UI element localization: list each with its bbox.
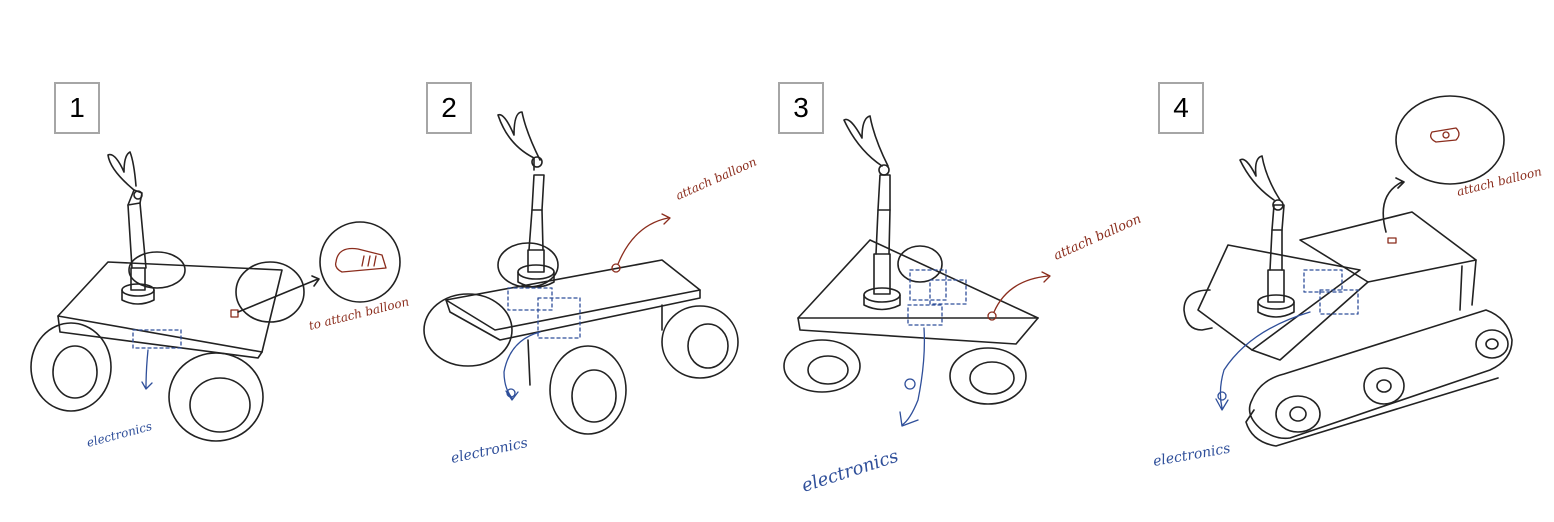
panel-number: 1 <box>54 82 100 134</box>
panel-3: 3 electronics attach balloon <box>770 0 1144 522</box>
rover-sketch-1: electronics to attach balloon <box>30 151 410 450</box>
label-electronics: electronics <box>1152 441 1232 470</box>
label-balloon: attach balloon <box>1455 164 1543 199</box>
label-electronics: electronics <box>799 446 901 497</box>
panel-2: 2 electronics attach balloon <box>400 0 770 522</box>
panel-number: 3 <box>778 82 824 134</box>
label-electronics: electronics <box>450 435 530 467</box>
panel-number: 4 <box>1158 82 1204 134</box>
label-balloon: attach balloon <box>1052 212 1144 264</box>
rover-sketch-4: attach balloon electronics <box>1152 95 1543 470</box>
rover-sketch-2: electronics attach balloon <box>423 111 759 467</box>
rover-sketch-3: electronics attach balloon <box>783 115 1144 497</box>
label-balloon: attach balloon <box>674 155 759 203</box>
panel-number: 2 <box>426 82 472 134</box>
label-electronics: electronics <box>85 419 153 450</box>
label-balloon: to attach balloon <box>307 294 410 332</box>
panel-1: 1 electronics to attach balloon <box>0 0 410 522</box>
panel-4: 4 attach balloon <box>1140 0 1554 522</box>
